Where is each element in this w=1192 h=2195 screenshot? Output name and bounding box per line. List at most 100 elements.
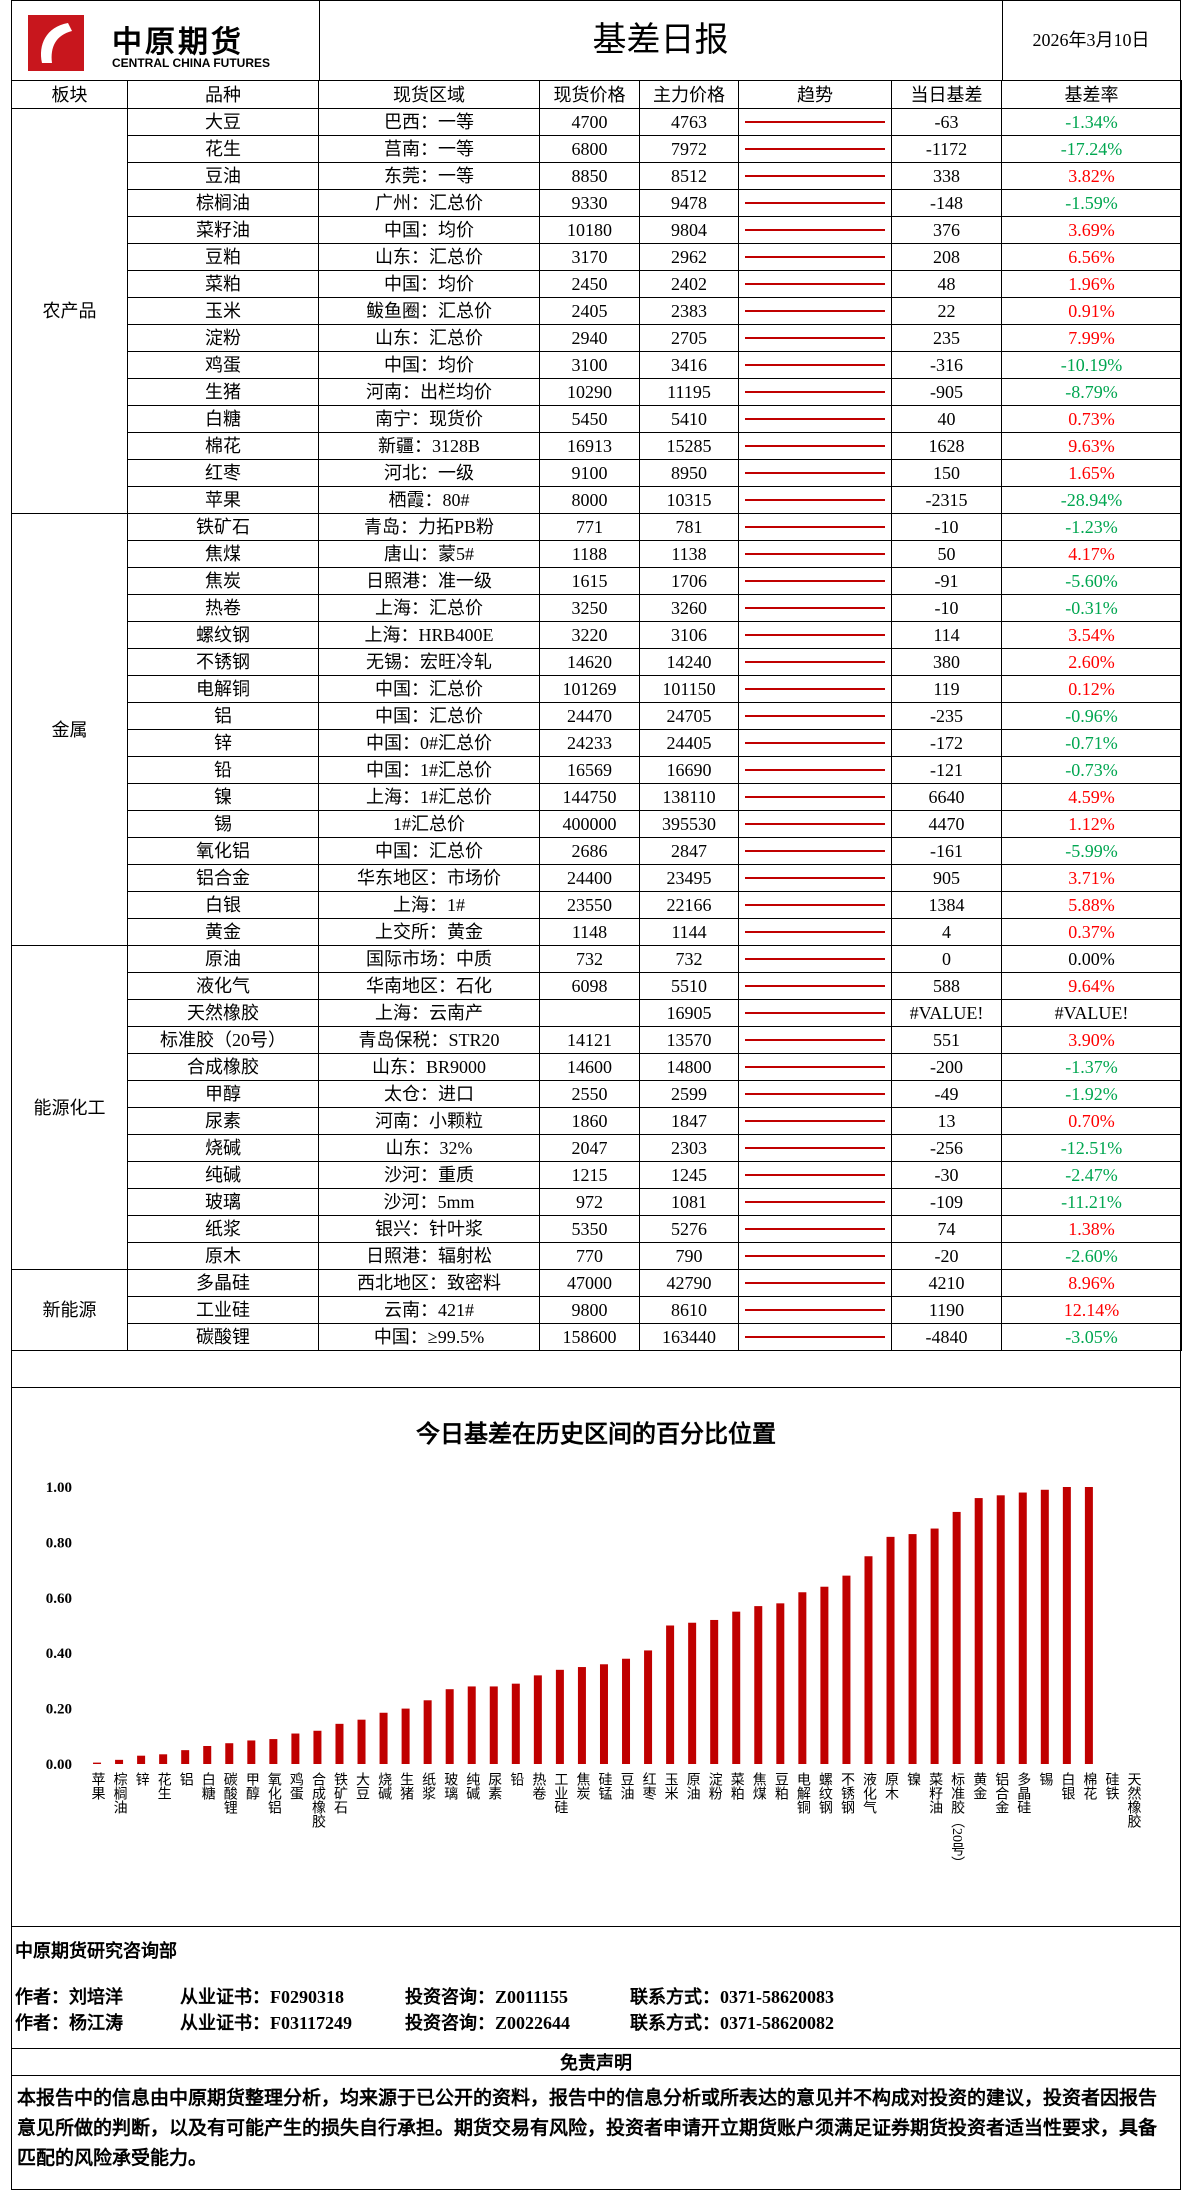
data-row: 花生 莒南：一等 6800 7972 -1172 -17.24% <box>12 135 1182 163</box>
x-tick-label: 碳酸锂 <box>222 1772 238 1815</box>
x-tick-label: 锡 <box>1037 1772 1053 1786</box>
spot-price: 2550 <box>539 1080 640 1108</box>
basis: 74 <box>891 1215 1002 1243</box>
bar <box>467 1686 476 1764</box>
data-row: 金属 铁矿石 青岛：力拓PB粉 771 781 -10 -1.23% <box>11 513 1182 946</box>
basis: -20 <box>891 1242 1002 1270</box>
x-tick-label: 镍 <box>905 1772 921 1786</box>
basis: -91 <box>891 567 1002 595</box>
x-tick-label: 原油 <box>685 1772 701 1800</box>
spot-price: 47000 <box>539 1269 640 1297</box>
basis-rate: -0.96% <box>1001 702 1182 730</box>
spot-price: 3100 <box>539 351 640 379</box>
x-tick-label: 焦炭 <box>574 1772 590 1800</box>
main-price: 101150 <box>639 675 739 703</box>
data-row: 标准胶（20号） 青岛保税：STR20 14121 13570 551 3.90% <box>12 1026 1182 1054</box>
basis-rate: 0.70% <box>1001 1107 1182 1135</box>
basis-rate: 5.88% <box>1001 891 1182 919</box>
logo-en: CENTRAL CHINA FUTURES <box>112 56 270 70</box>
data-row: 焦炭 日照港：准一级 1615 1706 -91 -5.60% <box>12 567 1182 595</box>
sparkline <box>745 490 885 510</box>
variety: 豆粕 <box>127 243 319 271</box>
spot-region: 中国：均价 <box>318 351 540 379</box>
main-price: 790 <box>639 1242 739 1270</box>
spot-price: 1860 <box>539 1107 640 1135</box>
main-price: 14800 <box>639 1053 739 1081</box>
sector: 能源化工 <box>11 945 128 1270</box>
basis-rate: #VALUE! <box>1001 999 1182 1027</box>
bar <box>952 1511 961 1764</box>
basis: 1384 <box>891 891 1002 919</box>
x-tick-label: 白糖 <box>200 1772 216 1800</box>
x-tick-label: 焦煤 <box>751 1772 767 1800</box>
sparkline <box>745 1165 885 1185</box>
bar <box>511 1683 520 1764</box>
spot-region: 河北：一级 <box>318 459 540 487</box>
spot-price: 1188 <box>539 540 640 568</box>
sparkline <box>745 922 885 942</box>
variety: 热卷 <box>127 594 319 622</box>
x-tick-label: 氧化铝 <box>266 1772 282 1814</box>
data-row: 棕榈油 广州：汇总价 9330 9478 -148 -1.59% <box>12 189 1182 217</box>
spot-region: 南宁：现货价 <box>318 405 540 433</box>
main-price: 14240 <box>639 648 739 676</box>
spot-price: 2450 <box>539 270 640 298</box>
bar <box>754 1606 763 1764</box>
trend <box>738 351 892 379</box>
spot-price: 9330 <box>539 189 640 217</box>
spot-region: 东莞：一等 <box>318 162 540 190</box>
basis: -109 <box>891 1188 1002 1216</box>
data-row: 白银 上海：1# 23550 22166 1384 5.88% <box>12 891 1182 919</box>
main-price: 8950 <box>639 459 739 487</box>
x-tick-label: 电解铜 <box>795 1772 811 1815</box>
spot-price: 771 <box>539 513 640 541</box>
sparkline <box>745 544 885 564</box>
sparkline <box>745 868 885 888</box>
bar <box>423 1700 432 1764</box>
trend <box>738 621 892 649</box>
basis: 4470 <box>891 810 1002 838</box>
spot-price: 9800 <box>539 1296 640 1324</box>
basis-rate: -1.59% <box>1001 189 1182 217</box>
sparkline <box>745 976 885 996</box>
variety: 焦炭 <box>127 567 319 595</box>
basis: 150 <box>891 459 1002 487</box>
bar <box>820 1586 829 1764</box>
data-row: 天然橡胶 上海：云南产 16905 #VALUE! #VALUE! <box>12 999 1182 1027</box>
spot-price: 14600 <box>539 1053 640 1081</box>
basis-rate: 4.59% <box>1001 783 1182 811</box>
logo: 中原期货 CENTRAL CHINA FUTURES <box>12 1 320 80</box>
spot-price: 14121 <box>539 1026 640 1054</box>
main-price: 13570 <box>639 1026 739 1054</box>
variety: 电解铜 <box>127 675 319 703</box>
spot-price: 14620 <box>539 648 640 676</box>
spot-price: 2405 <box>539 297 640 325</box>
variety: 大豆 <box>127 108 319 136</box>
spot-price: 400000 <box>539 810 640 838</box>
main-price: 1245 <box>639 1161 739 1189</box>
x-tick-label: 黄金 <box>971 1771 987 1800</box>
spot-region: 河南：出栏均价 <box>318 378 540 406</box>
sparkline <box>745 598 885 618</box>
y-tick-label: 0.40 <box>46 1646 72 1662</box>
basis-rate: -2.47% <box>1001 1161 1182 1189</box>
spot-region: 山东：BR9000 <box>318 1053 540 1081</box>
author-field: 作者：杨江涛 <box>15 2013 123 2033</box>
x-tick-label: 红枣 <box>641 1772 657 1800</box>
main-price: 16690 <box>639 756 739 784</box>
spot-price: 2686 <box>539 837 640 865</box>
main-price: 8610 <box>639 1296 739 1324</box>
bar <box>688 1622 697 1764</box>
trend <box>738 783 892 811</box>
sparkline <box>745 841 885 861</box>
spot-price: 3250 <box>539 594 640 622</box>
main-price: 42790 <box>639 1269 739 1297</box>
trend <box>738 513 892 541</box>
bar <box>93 1762 102 1764</box>
author-field: 联系方式：0371-58620083 <box>630 1987 834 2007</box>
variety: 花生 <box>127 135 319 163</box>
trend <box>738 1242 892 1270</box>
spot-region: 西北地区：致密料 <box>318 1269 540 1297</box>
trend <box>738 918 892 946</box>
basis: 235 <box>891 324 1002 352</box>
